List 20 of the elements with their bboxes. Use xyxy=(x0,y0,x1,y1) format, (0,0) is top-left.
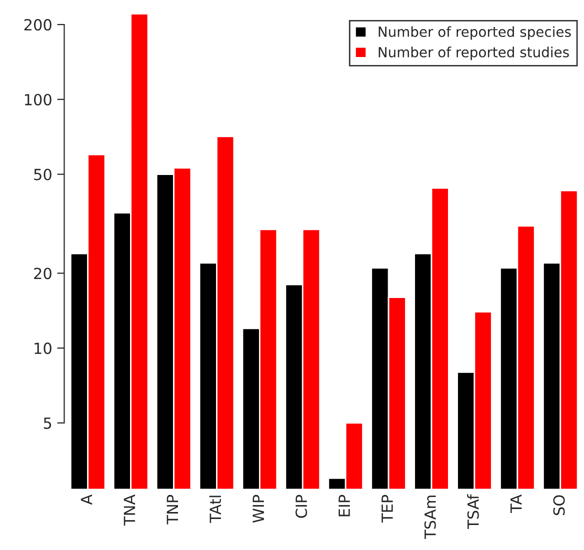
x-tick-label: TNA xyxy=(124,494,136,526)
x-tick-label: TSAf xyxy=(467,494,479,529)
x-tick-label: TA xyxy=(510,494,522,514)
x-tick-label: SO xyxy=(553,495,565,516)
x-tick-label: EIP xyxy=(338,494,350,516)
x-tick-label: TSAm xyxy=(424,496,436,540)
x-tick-label: TEP xyxy=(382,494,393,523)
y-tick-label: 10 xyxy=(34,342,52,354)
x-tick-label: TNP xyxy=(166,494,178,524)
x-tick-label: WIP xyxy=(252,494,264,523)
y-tick-label: 200 xyxy=(24,19,52,31)
y-tick-label: 5 xyxy=(44,418,52,429)
x-tick-label: A xyxy=(80,494,92,505)
x-tick-label: CIP xyxy=(296,494,308,518)
y-tick-label: 50 xyxy=(34,168,52,180)
legend-label: Number of reported species xyxy=(378,26,571,40)
x-tick-label: TAtl xyxy=(209,496,221,523)
y-tick-label: 100 xyxy=(24,94,52,106)
y-tick-label: 20 xyxy=(34,268,52,280)
legend-label: Number of reported studies xyxy=(378,46,569,60)
